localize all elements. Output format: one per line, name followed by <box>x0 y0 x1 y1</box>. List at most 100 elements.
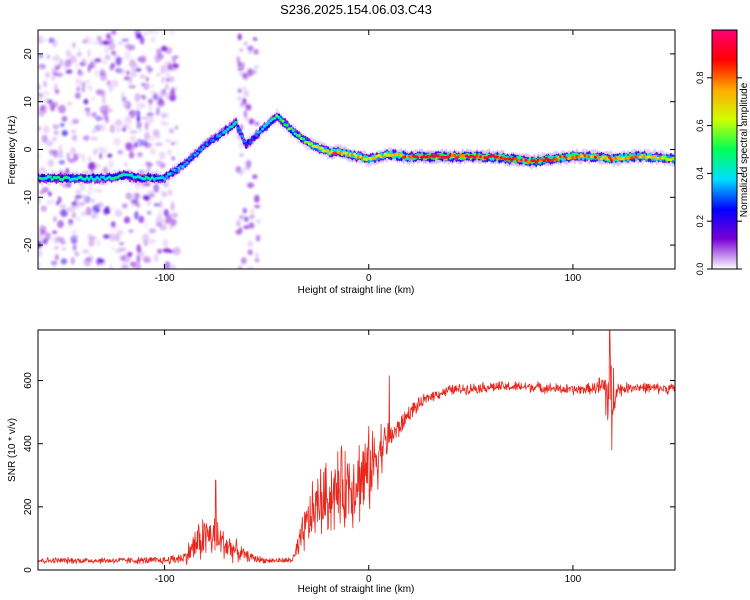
ridge-cell <box>177 166 181 170</box>
noise-speckle <box>99 152 103 159</box>
snr-ytick-label: 400 <box>23 435 34 452</box>
noise-speckle <box>52 39 58 48</box>
noise-speckle <box>124 116 132 125</box>
noise-speckle <box>87 48 91 58</box>
noise-speckle <box>134 182 141 191</box>
noise-speckle <box>55 72 64 78</box>
noise-speckle <box>129 135 136 143</box>
noise-speckle <box>149 90 156 95</box>
ridge-cell <box>207 141 212 145</box>
ridge-cell <box>185 161 189 165</box>
noise-speckle <box>68 158 76 163</box>
noise-speckle <box>43 98 50 104</box>
noise-speckle <box>139 55 147 63</box>
noise-speckle <box>134 211 139 220</box>
noise-speckle <box>88 62 95 69</box>
noise-speckle <box>99 69 106 77</box>
noise-speckle <box>242 207 247 214</box>
noise-speckle <box>101 40 110 46</box>
noise-speckle <box>236 231 242 236</box>
noise-speckle <box>170 218 177 227</box>
spectrogram-ytick-label: 0 <box>23 146 34 152</box>
noise-speckle <box>77 46 82 56</box>
noise-speckle <box>137 247 142 252</box>
ridge-cell <box>555 158 559 162</box>
noise-speckle <box>90 198 95 204</box>
noise-speckle <box>109 263 113 269</box>
ridge-cell <box>165 175 169 178</box>
noise-speckle <box>235 166 242 173</box>
noise-speckle <box>155 73 161 77</box>
noise-speckle <box>50 260 58 266</box>
ridge-cell <box>473 155 477 159</box>
noise-speckle <box>155 160 163 166</box>
snr-panel: -100 0 100 0 200 400 600 Height of straight li… <box>7 329 676 595</box>
ridge-cell <box>344 151 348 155</box>
noise-speckle <box>57 64 61 69</box>
noise-speckle <box>163 209 170 217</box>
noise-speckle <box>38 126 42 131</box>
noise-speckle <box>161 64 170 73</box>
noise-speckle <box>239 153 244 157</box>
noise-speckle <box>156 48 162 57</box>
noise-speckle <box>150 36 156 44</box>
noise-speckle <box>255 252 259 259</box>
ridge-layer <box>38 114 675 182</box>
snr-xtick-label: -100 <box>155 574 175 585</box>
noise-speckle <box>38 83 41 91</box>
noise-speckle <box>98 201 103 208</box>
noise-speckle <box>142 255 151 262</box>
noise-speckle <box>38 92 44 98</box>
noise-speckle <box>143 233 150 243</box>
noise-speckle <box>87 185 94 191</box>
ridge-cell <box>48 175 52 179</box>
noise-speckle <box>82 194 87 201</box>
noise-speckle <box>123 161 128 168</box>
noise-speckle <box>94 124 102 132</box>
noise-speckle <box>38 142 41 147</box>
noise-speckle <box>58 159 65 165</box>
noise-speckle <box>102 234 111 239</box>
noise-speckle <box>121 266 130 269</box>
noise-speckle <box>247 240 254 247</box>
noise-speckle <box>131 202 135 207</box>
ridge-cell <box>214 137 218 141</box>
noise-speckle <box>241 72 248 79</box>
ridge-cell <box>175 169 179 173</box>
noise-speckle <box>168 128 175 134</box>
noise-speckle <box>253 64 260 70</box>
noise-speckle <box>128 85 136 89</box>
noise-speckle <box>248 214 254 221</box>
noise-speckle <box>46 54 50 60</box>
snr-series-line <box>38 330 675 565</box>
noise-speckle <box>127 251 133 258</box>
spectrogram-xtick-label: -100 <box>155 273 175 284</box>
ridge-cell <box>181 165 185 169</box>
noise-speckle <box>116 127 121 133</box>
colorbar-tick-label: 0.6 <box>695 119 705 132</box>
noise-speckle <box>82 249 90 254</box>
noise-speckle <box>81 39 89 44</box>
noise-speckle <box>71 134 78 142</box>
snr-ylabel: SNR (10 * v/v) <box>7 418 18 482</box>
noise-speckle <box>159 151 166 160</box>
noise-speckle <box>38 54 44 59</box>
ridge-cell <box>281 119 285 123</box>
ridge-cell <box>263 124 267 128</box>
noise-speckle <box>41 134 48 143</box>
noise-speckle <box>146 116 155 125</box>
noise-speckle <box>38 63 46 70</box>
noise-speckle <box>72 235 80 239</box>
noise-speckle <box>111 246 115 251</box>
noise-speckle <box>70 240 78 244</box>
noise-speckle <box>96 146 104 153</box>
noise-speckle <box>172 63 179 69</box>
noise-speckle <box>243 225 249 230</box>
noise-speckle <box>76 152 84 158</box>
noise-speckle <box>245 104 252 111</box>
noise-speckle <box>65 49 72 58</box>
ridge-cell <box>67 176 71 180</box>
noise-speckle <box>38 233 44 240</box>
noise-speckle <box>136 102 141 110</box>
